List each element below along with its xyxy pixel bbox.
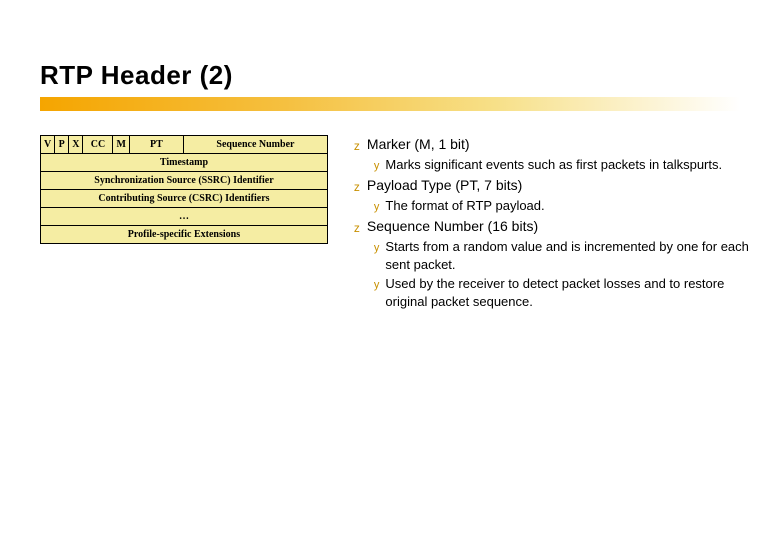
- content-row: V P X CC M PT Sequence Number Timestamp …: [40, 135, 750, 312]
- bullet-y-icon: y: [374, 241, 380, 256]
- bullet-y-icon: y: [374, 159, 380, 174]
- cell-csrc: Contributing Source (CSRC) Identifiers: [41, 190, 328, 208]
- table-row: Timestamp: [41, 154, 328, 172]
- table-row: …: [41, 208, 328, 226]
- slide-title: RTP Header (2): [40, 60, 750, 91]
- cell-m: M: [113, 136, 129, 154]
- table-row: Contributing Source (CSRC) Identifiers: [41, 190, 328, 208]
- bullet-text: Starts from a random value and is increm…: [385, 238, 750, 273]
- cell-x: X: [69, 136, 83, 154]
- bullet-text: Used by the receiver to detect packet lo…: [385, 275, 750, 310]
- slide: RTP Header (2) V P X CC M PT Sequence Nu…: [0, 0, 780, 332]
- bullet-y-icon: y: [374, 200, 380, 215]
- bullet-text: Payload Type (PT, 7 bits): [367, 176, 522, 195]
- list-item: z Payload Type (PT, 7 bits): [354, 176, 750, 195]
- bullet-z-icon: z: [354, 179, 360, 195]
- bullet-list: z Marker (M, 1 bit) y Marks significant …: [354, 135, 750, 312]
- list-item: z Sequence Number (16 bits): [354, 217, 750, 236]
- cell-seq: Sequence Number: [183, 136, 327, 154]
- cell-p: P: [55, 136, 69, 154]
- bullet-text: Marks significant events such as first p…: [385, 156, 722, 174]
- bullet-y-icon: y: [374, 278, 380, 293]
- bullet-z-icon: z: [354, 220, 360, 236]
- cell-ellipsis: …: [41, 208, 328, 226]
- bullet-text: Sequence Number (16 bits): [367, 217, 538, 236]
- table-row: Profile-specific Extensions: [41, 226, 328, 244]
- table-row: Synchronization Source (SSRC) Identifier: [41, 172, 328, 190]
- list-item: z Marker (M, 1 bit): [354, 135, 750, 154]
- bullet-z-icon: z: [354, 138, 360, 154]
- cell-pt: PT: [129, 136, 183, 154]
- cell-timestamp: Timestamp: [41, 154, 328, 172]
- bullet-text: Marker (M, 1 bit): [367, 135, 470, 154]
- cell-extensions: Profile-specific Extensions: [41, 226, 328, 244]
- rtp-header-table: V P X CC M PT Sequence Number Timestamp …: [40, 135, 328, 244]
- title-underline: [40, 97, 740, 111]
- list-item: y The format of RTP payload.: [374, 197, 750, 215]
- cell-cc: CC: [83, 136, 113, 154]
- table-row: V P X CC M PT Sequence Number: [41, 136, 328, 154]
- cell-v: V: [41, 136, 55, 154]
- list-item: y Used by the receiver to detect packet …: [374, 275, 750, 310]
- list-item: y Starts from a random value and is incr…: [374, 238, 750, 273]
- cell-ssrc: Synchronization Source (SSRC) Identifier: [41, 172, 328, 190]
- list-item: y Marks significant events such as first…: [374, 156, 750, 174]
- bullet-text: The format of RTP payload.: [385, 197, 544, 215]
